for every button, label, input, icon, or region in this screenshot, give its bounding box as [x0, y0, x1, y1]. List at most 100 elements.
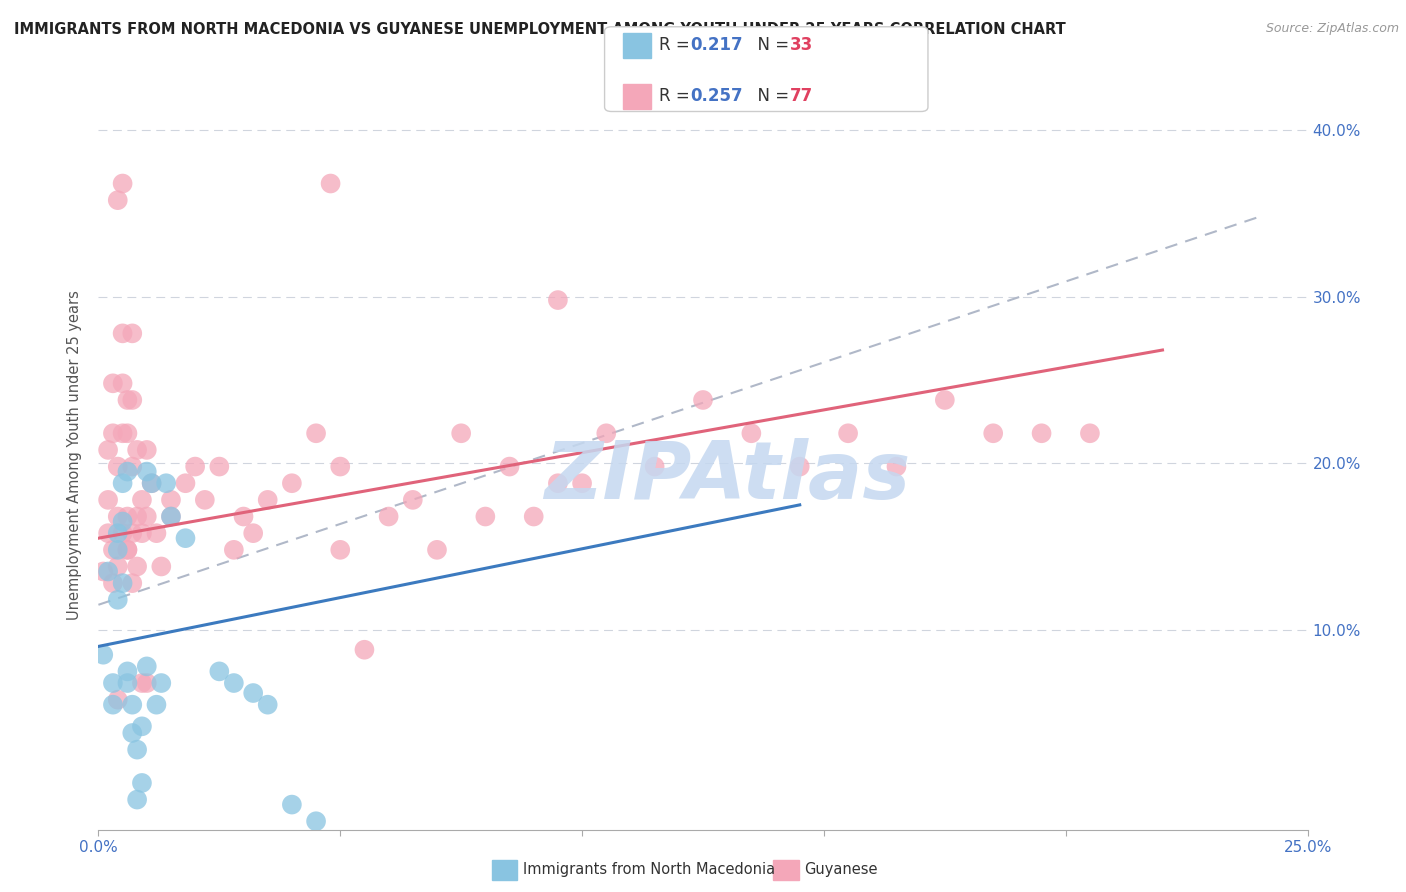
Point: [498, 459, 520, 474]
Point: [101, 426, 124, 441]
Point: [145, 698, 167, 712]
Point: [934, 392, 956, 407]
Point: [131, 719, 153, 733]
Point: [242, 526, 264, 541]
Point: [107, 542, 129, 557]
Point: [101, 576, 124, 591]
Point: [101, 676, 124, 690]
Point: [101, 698, 124, 712]
Text: Guyanese: Guyanese: [804, 863, 877, 877]
Point: [256, 492, 278, 507]
Point: [117, 542, 139, 557]
Point: [547, 476, 569, 491]
Point: [150, 559, 173, 574]
Point: [426, 542, 449, 557]
Point: [981, 426, 1004, 441]
Point: [135, 659, 157, 673]
Point: [595, 426, 617, 441]
Point: [111, 177, 134, 191]
Point: [97, 526, 120, 541]
Text: Source: ZipAtlas.com: Source: ZipAtlas.com: [1265, 22, 1399, 36]
Text: 0.257: 0.257: [690, 87, 742, 105]
Point: [402, 492, 425, 507]
Point: [107, 509, 129, 524]
Point: [127, 792, 149, 806]
Point: [319, 177, 342, 191]
Point: [353, 642, 375, 657]
Point: [117, 542, 139, 557]
Point: [1078, 426, 1101, 441]
Point: [117, 509, 139, 524]
Point: [174, 531, 197, 545]
Point: [141, 476, 163, 491]
Point: [155, 476, 177, 491]
Text: R =: R =: [659, 37, 696, 54]
Point: [571, 476, 593, 491]
Point: [91, 565, 114, 579]
Point: [160, 509, 183, 524]
Point: [91, 648, 114, 662]
Point: [131, 776, 153, 790]
Point: [121, 526, 143, 541]
Point: [135, 676, 157, 690]
Point: [184, 459, 207, 474]
Point: [281, 797, 304, 812]
Point: [121, 698, 143, 712]
Point: [377, 509, 399, 524]
Text: R =: R =: [659, 87, 696, 105]
Point: [789, 459, 811, 474]
Point: [160, 492, 183, 507]
Point: [740, 426, 762, 441]
Point: [1031, 426, 1053, 441]
Text: ZIPAtlas: ZIPAtlas: [544, 438, 910, 516]
Point: [208, 459, 231, 474]
Point: [329, 459, 352, 474]
Point: [101, 376, 124, 391]
Point: [141, 476, 163, 491]
Point: [97, 565, 120, 579]
Point: [101, 542, 124, 557]
Point: [474, 509, 496, 524]
Point: [107, 559, 129, 574]
Point: [305, 426, 328, 441]
Text: N =: N =: [747, 87, 794, 105]
Point: [111, 476, 134, 491]
Point: [174, 476, 197, 491]
Point: [117, 426, 139, 441]
Point: [107, 692, 129, 706]
Point: [121, 726, 143, 740]
Point: [121, 459, 143, 474]
Point: [97, 442, 120, 457]
Point: [329, 542, 352, 557]
Point: [127, 442, 149, 457]
Point: [111, 576, 134, 591]
Text: 33: 33: [790, 37, 814, 54]
Point: [121, 576, 143, 591]
Point: [305, 814, 328, 829]
Point: [131, 676, 153, 690]
Point: [107, 526, 129, 541]
Point: [117, 676, 139, 690]
Point: [131, 526, 153, 541]
Point: [127, 559, 149, 574]
Point: [121, 326, 143, 341]
Point: [111, 526, 134, 541]
Point: [692, 392, 714, 407]
Point: [135, 442, 157, 457]
Point: [222, 676, 245, 690]
Point: [837, 426, 859, 441]
Point: [111, 376, 134, 391]
Text: Immigrants from North Macedonia: Immigrants from North Macedonia: [523, 863, 775, 877]
Point: [127, 509, 149, 524]
Point: [242, 686, 264, 700]
Text: IMMIGRANTS FROM NORTH MACEDONIA VS GUYANESE UNEMPLOYMENT AMONG YOUTH UNDER 25 YE: IMMIGRANTS FROM NORTH MACEDONIA VS GUYAN…: [14, 22, 1066, 37]
Point: [232, 509, 254, 524]
Point: [117, 665, 139, 679]
Point: [111, 426, 134, 441]
Point: [111, 515, 134, 529]
Point: [117, 465, 139, 479]
Text: 0.217: 0.217: [690, 37, 742, 54]
Point: [644, 459, 666, 474]
Text: N =: N =: [747, 37, 794, 54]
Point: [145, 526, 167, 541]
